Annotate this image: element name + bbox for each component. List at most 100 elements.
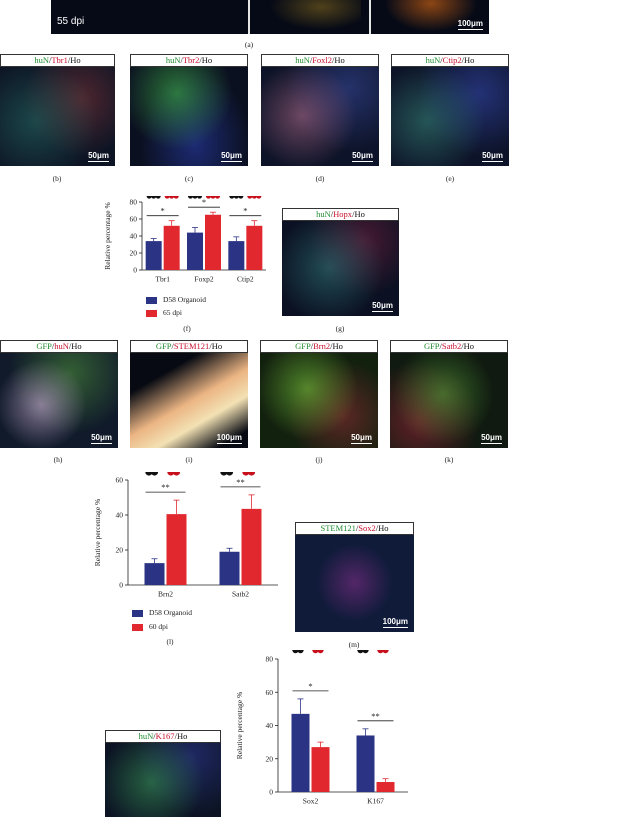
y-tick-label: 0 — [269, 788, 273, 797]
micrograph-a-divider-2 — [369, 0, 371, 34]
data-point — [247, 196, 253, 199]
y-axis-label: Relative percentage % — [103, 202, 112, 269]
caption-a: (a) — [244, 40, 254, 49]
data-point — [256, 196, 262, 199]
micrograph-e: huN/Ctip2/Ho 50μm — [391, 54, 509, 166]
chart-f: 0 20 40 60 80 Relative percentage % Tbr1 * Foxp2… — [103, 196, 266, 284]
micrograph-a-fibers — [261, 0, 361, 34]
scale-bar: 50μm — [88, 151, 109, 162]
micrograph-n: huN/K167/Ho — [105, 730, 221, 817]
y-tick-label: 60 — [266, 688, 274, 697]
y-tick-label: 60 — [116, 476, 124, 485]
data-point — [192, 196, 198, 199]
data-point — [382, 650, 389, 654]
bar-organoid — [356, 735, 375, 792]
caption-k: (k) — [444, 455, 454, 464]
micrograph-i: GFP/STEM121/Ho 100μm — [130, 340, 248, 448]
significance-marker: ** — [371, 711, 380, 721]
scale-bar: 50μm — [352, 151, 373, 162]
x-tick-label: Foxp2 — [194, 275, 213, 284]
y-axis-label: Relative percentage % — [93, 499, 102, 566]
caption-i: (i) — [185, 455, 193, 464]
data-point — [214, 196, 221, 199]
micrograph-g: huN/Hopx/Ho 50μm — [282, 208, 399, 316]
bar-organoid — [187, 232, 203, 270]
bar-dpi — [166, 514, 187, 585]
bar-organoid — [228, 241, 245, 270]
x-tick-label: Satb2 — [232, 590, 249, 599]
micrograph-j: GFP/Brn2/Ho 50μm — [260, 340, 378, 448]
data-point — [150, 472, 159, 476]
x-tick-label: Brn2 — [158, 590, 173, 599]
legend-f-dpi: 65 dpi — [146, 308, 182, 317]
x-tick-label: Ctip2 — [237, 275, 254, 284]
y-tick-label: 80 — [266, 655, 274, 664]
legend-l-dpi: 60 dpi — [132, 622, 168, 631]
bar-organoid — [291, 713, 310, 792]
data-point — [242, 472, 250, 476]
data-point — [172, 472, 181, 476]
legend-swatch — [132, 623, 143, 631]
y-axis-label: Relative percentage % — [235, 692, 244, 759]
data-point — [362, 650, 369, 654]
data-point — [247, 472, 256, 476]
scale-bar: 50μm — [482, 151, 503, 162]
stain-label: STEM121/Sox2/Ho — [295, 522, 414, 535]
scale-bar: 50μm — [351, 433, 372, 444]
legend-swatch — [146, 309, 157, 317]
data-point — [155, 196, 161, 199]
significance-marker: ** — [236, 477, 245, 487]
data-point — [312, 650, 319, 654]
chart-l: 0 20 40 60 Relative percentage % Brn2 ** Satb2 *… — [93, 472, 278, 599]
stain-label: GFP/STEM121/Ho — [130, 340, 248, 353]
micrograph-h: GFP/huN/Ho 50μm — [0, 340, 118, 448]
micrograph-a-divider-1 — [248, 0, 250, 34]
data-point — [164, 196, 170, 199]
data-point — [210, 196, 216, 199]
micrograph-k: GFP/Satb2/Ho 50μm — [390, 340, 508, 448]
legend-l-organoid: D58 Organoid — [132, 608, 192, 617]
caption-j: (j) — [315, 455, 323, 464]
stain-label: huN/K167/Ho — [105, 730, 221, 743]
age-label: 55 dpi — [57, 16, 85, 27]
data-point — [205, 196, 212, 199]
y-tick-label: 40 — [116, 511, 124, 520]
data-point — [292, 650, 299, 654]
scale-bar: 50μm — [91, 433, 112, 444]
stain-label: huN/Foxl2/Ho — [261, 54, 379, 67]
data-point — [173, 196, 179, 199]
caption-b: (b) — [52, 174, 62, 183]
chart-o: 0 20 40 60 80 Relative percentage % Sox2 * K167 *… — [235, 650, 408, 806]
micrograph-d: huN/Foxl2/Ho 50μm — [261, 54, 379, 166]
scale-bar: 50μm — [221, 151, 242, 162]
legend-swatch — [132, 609, 143, 617]
scale-bar-label: 100μm — [457, 18, 483, 28]
data-point — [238, 196, 244, 199]
bar-organoid — [219, 551, 240, 585]
bar-dpi — [241, 508, 262, 585]
data-point — [377, 650, 384, 654]
stain-label: GFP/huN/Ho — [0, 340, 118, 353]
data-point — [169, 196, 175, 199]
micrograph-m: STEM121/Sox2/Ho 100μm — [295, 522, 414, 632]
y-tick-label: 20 — [116, 546, 124, 555]
data-point — [251, 196, 257, 199]
bar-dpi — [205, 214, 221, 270]
bar-dpi — [163, 225, 180, 270]
x-tick-label: K167 — [367, 797, 384, 806]
data-point — [297, 650, 304, 654]
caption-c: (c) — [184, 174, 194, 183]
y-tick-label: 20 — [266, 754, 274, 763]
scale-bar: 50μm — [481, 433, 502, 444]
significance-marker: * — [243, 206, 247, 216]
significance-marker: ** — [161, 482, 170, 492]
data-point — [167, 472, 175, 476]
micrograph-a-fibers-2 — [381, 0, 481, 34]
y-tick-label: 40 — [266, 721, 274, 730]
significance-marker: * — [161, 206, 165, 216]
micrograph-a: 55 dpi 100μm — [51, 0, 489, 34]
stain-label: GFP/Brn2/Ho — [260, 340, 378, 353]
y-tick-label: 0 — [133, 266, 137, 275]
legend-f-organoid: D58 Organoid — [146, 295, 206, 304]
x-tick-label: Tbr1 — [155, 275, 170, 284]
